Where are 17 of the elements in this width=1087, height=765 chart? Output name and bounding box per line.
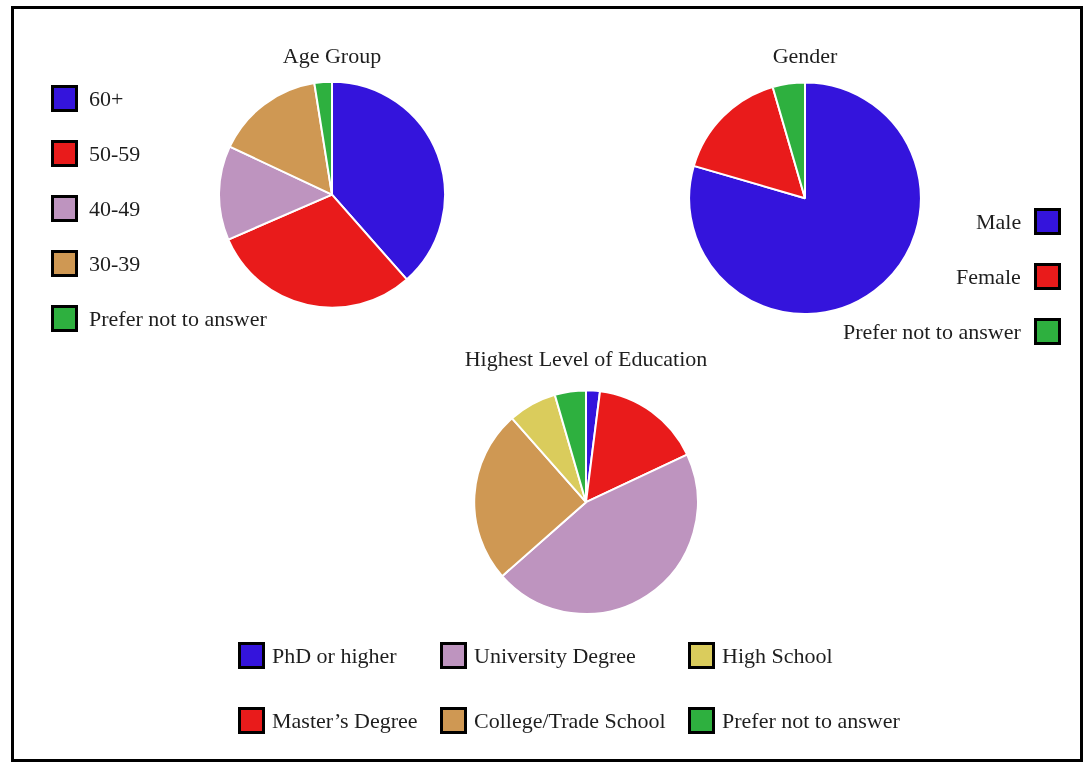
legend-label: Male xyxy=(976,207,1022,235)
chart-title: Age Group xyxy=(282,42,382,68)
legend-label: Prefer not to answer xyxy=(722,706,900,734)
legend-label: Master’s Degree xyxy=(272,706,418,734)
legend-label: College/Trade School xyxy=(474,706,666,734)
chart-title: Gender xyxy=(772,42,839,68)
legend-label: 30-39 xyxy=(89,249,141,277)
legend-label: PhD or higher xyxy=(272,641,397,669)
legend-label: High School xyxy=(722,641,833,669)
legend-label: University Degree xyxy=(474,641,636,669)
legend-label: Prefer not to answer xyxy=(843,317,1021,345)
legend-label: Prefer not to answer xyxy=(89,304,267,332)
legend-label: 50-59 xyxy=(89,139,141,167)
chart-title: Highest Level of Education xyxy=(464,345,708,371)
legend-label: Female xyxy=(956,262,1021,290)
legend-label: 40-49 xyxy=(89,194,141,222)
legend-label: 60+ xyxy=(89,84,124,112)
